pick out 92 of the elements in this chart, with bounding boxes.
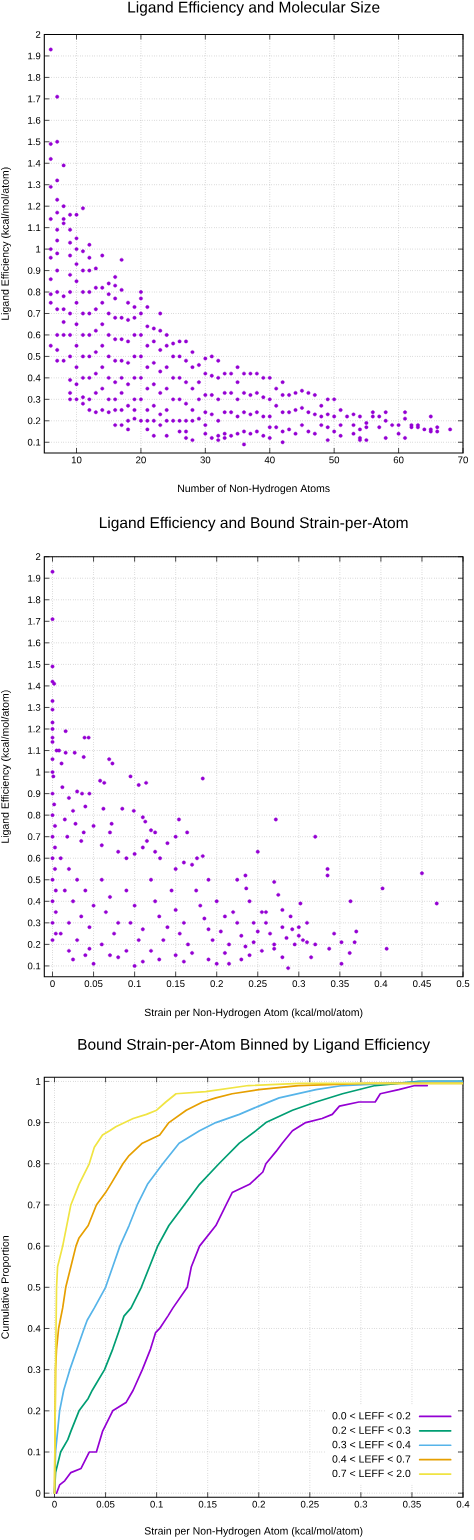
chart-title: Ligand Efficiency and Bound Strain-per-Atom xyxy=(99,516,408,532)
y-tick-label: 1.1 xyxy=(28,747,41,754)
y-tick-label: 0.8 xyxy=(27,1160,41,1168)
y-axis-title: Ligand Efficiency (kcal/mol/atom) xyxy=(1,167,11,320)
x-tick-label: 0.15 xyxy=(166,980,185,988)
x-axis-title: Number of Non-Hydrogen Atoms xyxy=(178,484,330,495)
x-tick-label: 0.5 xyxy=(456,980,470,988)
x-tick-label: 0 xyxy=(50,980,55,988)
y-tick-label: 0.6 xyxy=(27,1242,41,1250)
y-tick-label: 0.5 xyxy=(27,1283,41,1291)
y-tick-label: 1.6 xyxy=(28,639,41,647)
y-axis-title: Cumulative Proportion xyxy=(1,1236,11,1339)
y-tick-label: 1.8 xyxy=(28,74,41,81)
y-tick-label: 2 xyxy=(35,553,41,561)
x-tick-label: 0.3 xyxy=(292,980,306,988)
y-tick-label: 0.9 xyxy=(27,1119,41,1126)
y-tick-label: 0.7 xyxy=(27,833,41,841)
x-tick-label: 20 xyxy=(136,456,146,464)
y-tick-label: 0 xyxy=(35,1489,41,1497)
legend-label: 0.7 < LEFF < 2.0 xyxy=(332,1469,411,1478)
y-axis-title: Ligand Efficiency (kcal/mol/atom) xyxy=(1,690,11,843)
x-axis-title: Strain per Non-Hydrogen Atom (kcal/mol/atom) xyxy=(144,1008,363,1019)
x-tick-label: 0.1 xyxy=(150,1500,163,1508)
y-tick-label: 0.2 xyxy=(27,1407,41,1415)
x-tick-label: 0.25 xyxy=(248,980,267,988)
y-tick-label: 1.4 xyxy=(28,682,41,690)
y-tick-label: 1.6 xyxy=(28,116,41,124)
x-tick-label: 0.4 xyxy=(374,980,388,988)
y-tick-label: 1.5 xyxy=(28,138,41,146)
y-tick-label: 0.2 xyxy=(27,417,41,425)
y-tick-label: 0.1 xyxy=(27,1448,41,1456)
y-tick-label: 0.4 xyxy=(27,897,41,905)
legend-label: 0.4 < LEFF < 0.7 xyxy=(332,1455,411,1463)
x-tick-label: 0.15 xyxy=(198,1500,217,1508)
x-tick-label: 0 xyxy=(52,1500,57,1508)
y-tick-label: 1.8 xyxy=(28,596,41,604)
legend-label: 0.0 < LEFF < 0.2 xyxy=(332,1412,411,1420)
legend-label: 0.2 < LEFF < 0.3 xyxy=(332,1426,411,1434)
x-tick-label: 0.35 xyxy=(402,1500,421,1508)
legend-label: 0.3 < LEFF < 0.4 xyxy=(332,1440,411,1449)
y-tick-label: 0.5 xyxy=(27,353,41,360)
y-tick-label: 1.4 xyxy=(28,159,41,167)
y-tick-label: 1.2 xyxy=(28,202,41,210)
x-tick-label: 70 xyxy=(458,456,468,464)
y-tick-label: 1.5 xyxy=(28,661,41,668)
x-axis-title: Strain per Non-Hydrogen Atom (kcal/mol/atom) xyxy=(144,1526,363,1537)
y-tick-label: 1.3 xyxy=(28,181,41,189)
y-tick-label: 0.8 xyxy=(27,288,41,296)
y-tick-label: 0.9 xyxy=(27,267,41,274)
y-tick-label: 1.2 xyxy=(28,725,41,733)
y-tick-label: 0.3 xyxy=(27,1366,41,1374)
y-tick-label: 2 xyxy=(35,31,41,38)
x-tick-label: 50 xyxy=(329,456,340,464)
y-tick-label: 0.4 xyxy=(27,1325,41,1332)
y-tick-label: 1 xyxy=(36,1078,41,1085)
y-tick-label: 0.3 xyxy=(27,919,41,927)
chart-title: Ligand Efficiency and Molecular Size xyxy=(128,1,380,16)
y-tick-label: 0.5 xyxy=(27,876,41,884)
x-tick-label: 0.45 xyxy=(412,980,431,988)
y-tick-label: 1.7 xyxy=(28,95,41,103)
x-tick-label: 60 xyxy=(393,456,404,464)
x-tick-label: 0.05 xyxy=(84,980,103,988)
x-tick-label: 40 xyxy=(264,456,275,464)
x-tick-label: 0.25 xyxy=(300,1500,319,1508)
y-tick-label: 1 xyxy=(36,245,41,253)
y-tick-label: 0.4 xyxy=(27,374,41,382)
y-tick-label: 1 xyxy=(36,768,41,776)
y-tick-label: 0.1 xyxy=(27,962,41,970)
y-tick-label: 0.8 xyxy=(27,811,41,819)
x-tick-label: 0.35 xyxy=(330,980,349,988)
y-tick-label: 0.6 xyxy=(27,331,41,339)
chart-title: Bound Strain-per-Atom Binned by Ligand Efficiency xyxy=(78,1038,431,1053)
x-tick-label: 30 xyxy=(200,456,211,464)
y-tick-label: 1.1 xyxy=(28,224,41,231)
y-tick-label: 1.3 xyxy=(28,704,41,711)
y-tick-label: 1.9 xyxy=(28,574,41,582)
y-tick-label: 0.3 xyxy=(27,395,41,403)
y-tick-label: 0.2 xyxy=(27,940,41,948)
x-tick-label: 0.05 xyxy=(96,1500,115,1508)
y-tick-label: 0.7 xyxy=(27,1201,41,1209)
x-tick-label: 0.3 xyxy=(354,1500,368,1508)
y-tick-label: 1.9 xyxy=(28,52,41,60)
y-tick-label: 0.9 xyxy=(27,790,41,798)
y-tick-label: 0.6 xyxy=(27,854,41,862)
y-tick-label: 0.1 xyxy=(27,438,41,446)
x-tick-label: 0.2 xyxy=(210,980,223,988)
x-tick-label: 0.1 xyxy=(128,980,141,988)
x-tick-label: 0.4 xyxy=(456,1500,470,1508)
y-tick-label: 1.7 xyxy=(28,618,41,625)
x-tick-label: 10 xyxy=(71,456,82,464)
x-tick-label: 0.2 xyxy=(252,1500,265,1508)
y-tick-label: 0.7 xyxy=(27,310,41,317)
